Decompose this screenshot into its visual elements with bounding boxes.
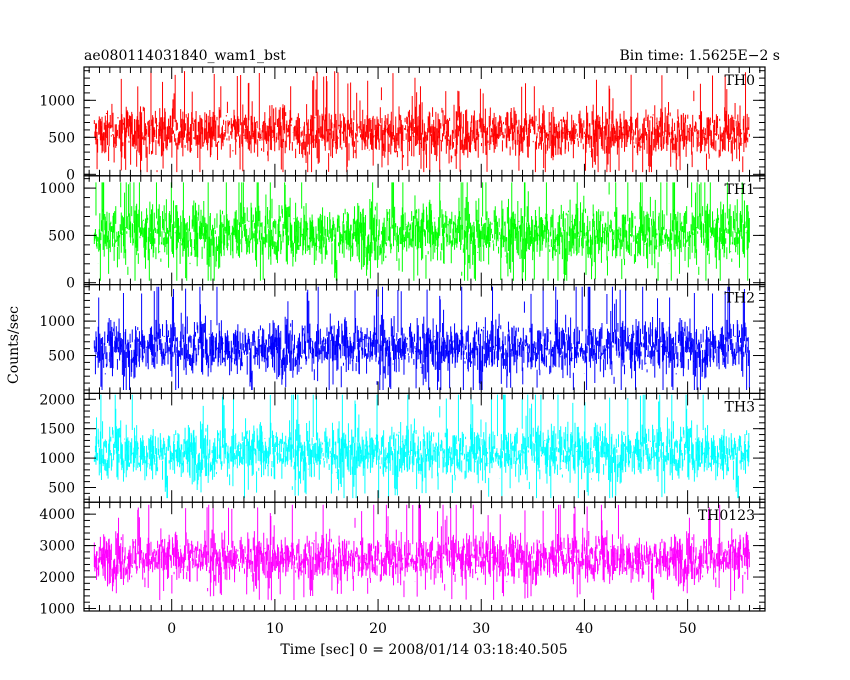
bin-time-label: Bin time: 1.5625E−2 s <box>619 48 780 64</box>
y-tick-label: 1500 <box>39 422 75 438</box>
x-tick-label: 30 <box>472 621 490 637</box>
y-tick-label: 1000 <box>39 93 75 109</box>
y-tick-label: 0 <box>66 167 75 183</box>
x-tick-label: 40 <box>576 621 594 637</box>
series-line-th1 <box>93 182 750 281</box>
x-tick-label: 0 <box>167 621 176 637</box>
panel-th2: 500 1000 TH2 <box>39 284 766 395</box>
x-tick-label: 10 <box>266 621 284 637</box>
y-tick-label: 1000 <box>39 314 75 330</box>
y-tick-label: 500 <box>48 130 75 146</box>
y-tick-label: 3000 <box>39 539 75 555</box>
y-tick-label: 1000 <box>39 451 75 467</box>
panel-th0: 0 500 1000 TH0 <box>39 66 766 183</box>
series-line-th3 <box>93 394 750 499</box>
y-tick-label: 1000 <box>39 601 75 617</box>
chart-title: ae080114031840_wam1_bst <box>84 48 286 64</box>
panel-frame <box>83 501 766 612</box>
x-tick-label: 50 <box>679 621 697 637</box>
panel-label: TH2 <box>725 291 755 307</box>
series-line-th0 <box>93 70 750 173</box>
series-line-th0123 <box>93 504 750 601</box>
panel-th3: 500 1000 1500 2000 TH3 <box>39 392 766 503</box>
panel-th1: 0 500 1000 TH1 <box>39 175 766 292</box>
x-axis-label: Time [sec] 0 = 2008/01/14 03:18:40.505 <box>280 642 567 658</box>
panel-label: TH1 <box>725 182 755 198</box>
y-tick-label: 2000 <box>39 570 75 586</box>
series-line-th2 <box>93 286 750 390</box>
y-tick-label: 500 <box>48 480 75 496</box>
y-tick-label: 500 <box>48 349 75 365</box>
panel-label: TH0123 <box>698 508 755 524</box>
y-tick-label: 1000 <box>39 181 75 197</box>
y-axis-label: Counts/sec <box>6 306 22 384</box>
y-tick-label: 2000 <box>39 392 75 408</box>
panel-label: TH0 <box>725 73 755 89</box>
panel-label: TH3 <box>725 399 755 415</box>
x-tick-label: 20 <box>369 621 387 637</box>
y-tick-label: 500 <box>48 228 75 244</box>
panel-th0123: 1000 2000 3000 4000 TH0123 <box>39 501 766 617</box>
y-tick-label: 0 <box>66 276 75 292</box>
y-tick-label: 4000 <box>39 507 75 523</box>
